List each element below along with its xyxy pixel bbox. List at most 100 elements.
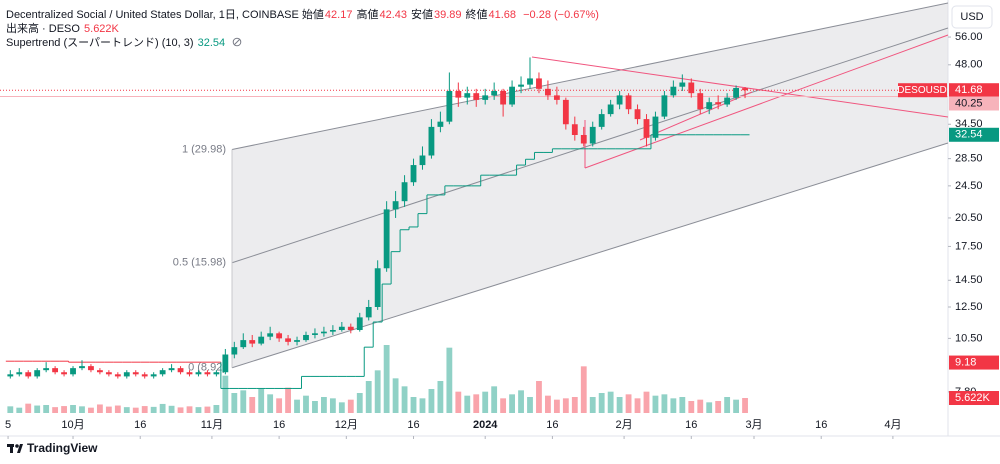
volume-label: 5.622K <box>955 392 991 404</box>
candle-body <box>509 86 515 105</box>
volume-bar <box>16 407 23 413</box>
currency-button[interactable] <box>951 5 993 29</box>
candle-body <box>652 116 659 138</box>
volume-bar <box>114 405 121 413</box>
candle-body <box>141 374 148 377</box>
brand-name: TradingView <box>27 441 98 455</box>
volume-bar <box>88 407 94 413</box>
volume-bar <box>195 407 202 413</box>
volume-bar <box>132 407 139 413</box>
candle-body <box>79 366 85 369</box>
candle-body <box>491 90 498 96</box>
currency-label[interactable]: USD <box>960 11 983 23</box>
volume-bar <box>329 398 336 413</box>
symbol-box <box>898 83 947 98</box>
price-label-box <box>949 83 999 98</box>
volume-bar <box>159 403 166 413</box>
candle-body <box>159 370 166 375</box>
x-tick-label: 16 <box>685 419 697 431</box>
supertrend-name: Supertrend (スーパートレンド) (10, 3) <box>6 37 194 49</box>
fib-level-line <box>231 2 949 151</box>
ohlc-name: 始値 <box>301 9 324 21</box>
candle-body <box>625 95 632 110</box>
candle-body <box>724 97 731 105</box>
price-label: 40.25 <box>955 97 983 109</box>
volume-bar <box>276 398 283 413</box>
candle-body <box>742 88 748 91</box>
volume-bar <box>607 391 614 413</box>
volume-bar <box>150 406 157 413</box>
candle-body <box>562 99 569 125</box>
price-layer <box>5 57 750 389</box>
trend-line <box>531 56 949 118</box>
candle-body <box>231 347 238 355</box>
volume-bar <box>222 375 229 413</box>
volume-value: 5.622K <box>84 23 119 35</box>
candle-body <box>553 95 560 100</box>
candle-body <box>321 331 327 334</box>
candle-body <box>88 366 94 371</box>
candle-body <box>177 368 184 373</box>
volume-bar <box>410 397 417 413</box>
volume-bar <box>536 381 542 413</box>
candle-body <box>96 370 103 373</box>
candle-body <box>446 90 453 122</box>
volume-bar <box>70 405 76 413</box>
volume-bar <box>419 398 426 413</box>
legend-row: Decentralized Social / United States Dol… <box>6 8 603 22</box>
candle-body <box>374 268 381 307</box>
candle-body <box>213 372 220 375</box>
candle-body <box>123 372 130 377</box>
candle-body <box>267 333 274 337</box>
candle-body <box>536 78 542 89</box>
volume-bar <box>321 397 327 413</box>
candle-body <box>150 374 157 377</box>
candle-body <box>276 333 283 339</box>
volume-bar <box>491 386 498 413</box>
volume-bar <box>545 395 551 413</box>
candle-body <box>43 368 50 371</box>
fib-level-label: 0.5 (15.98) <box>173 257 226 269</box>
volume-bar <box>79 406 85 413</box>
trend-line <box>639 91 753 141</box>
volume-bar <box>303 395 309 413</box>
volume-bar <box>616 397 623 413</box>
symbol-label: DESOUSD <box>897 85 946 96</box>
x-tick-label: 3月 <box>745 419 762 431</box>
candle-body <box>114 374 121 377</box>
volume-bar <box>267 394 274 413</box>
candle-body <box>643 119 650 138</box>
volume-bar <box>437 381 444 413</box>
volume-bar <box>625 394 632 413</box>
volume-bar <box>338 402 345 413</box>
candle-body <box>392 201 399 210</box>
volume-bar <box>580 366 587 413</box>
volume-bar <box>312 401 318 413</box>
candle-body <box>661 95 668 117</box>
ohlc-name: 終値 <box>465 9 488 21</box>
candle-body <box>518 84 524 87</box>
candle-body <box>706 102 713 110</box>
volume-bar <box>294 399 300 413</box>
volume-bar <box>473 394 480 413</box>
candle-body <box>464 93 471 98</box>
candle-body <box>670 86 677 96</box>
legend-row: 出来高 · DESO 5.622K <box>6 22 603 36</box>
x-tick-label: 16 <box>546 419 558 431</box>
ohlc-value: 42.17 <box>324 9 353 21</box>
candle-body <box>527 78 533 85</box>
candle-body <box>312 333 318 335</box>
y-tick-label: 28.50 <box>955 153 983 165</box>
volume-bar <box>34 405 41 413</box>
legend-row: Supertrend (スーパートレンド) (10, 3) 32.54 <box>6 36 603 50</box>
hide-icon[interactable] <box>232 37 242 47</box>
candle-body <box>437 121 444 127</box>
candle-body <box>258 336 265 344</box>
volume-bar <box>7 406 14 413</box>
candle-body <box>70 368 76 375</box>
candle-body <box>616 95 623 105</box>
candle-body <box>697 93 704 110</box>
candle-body <box>634 109 641 120</box>
